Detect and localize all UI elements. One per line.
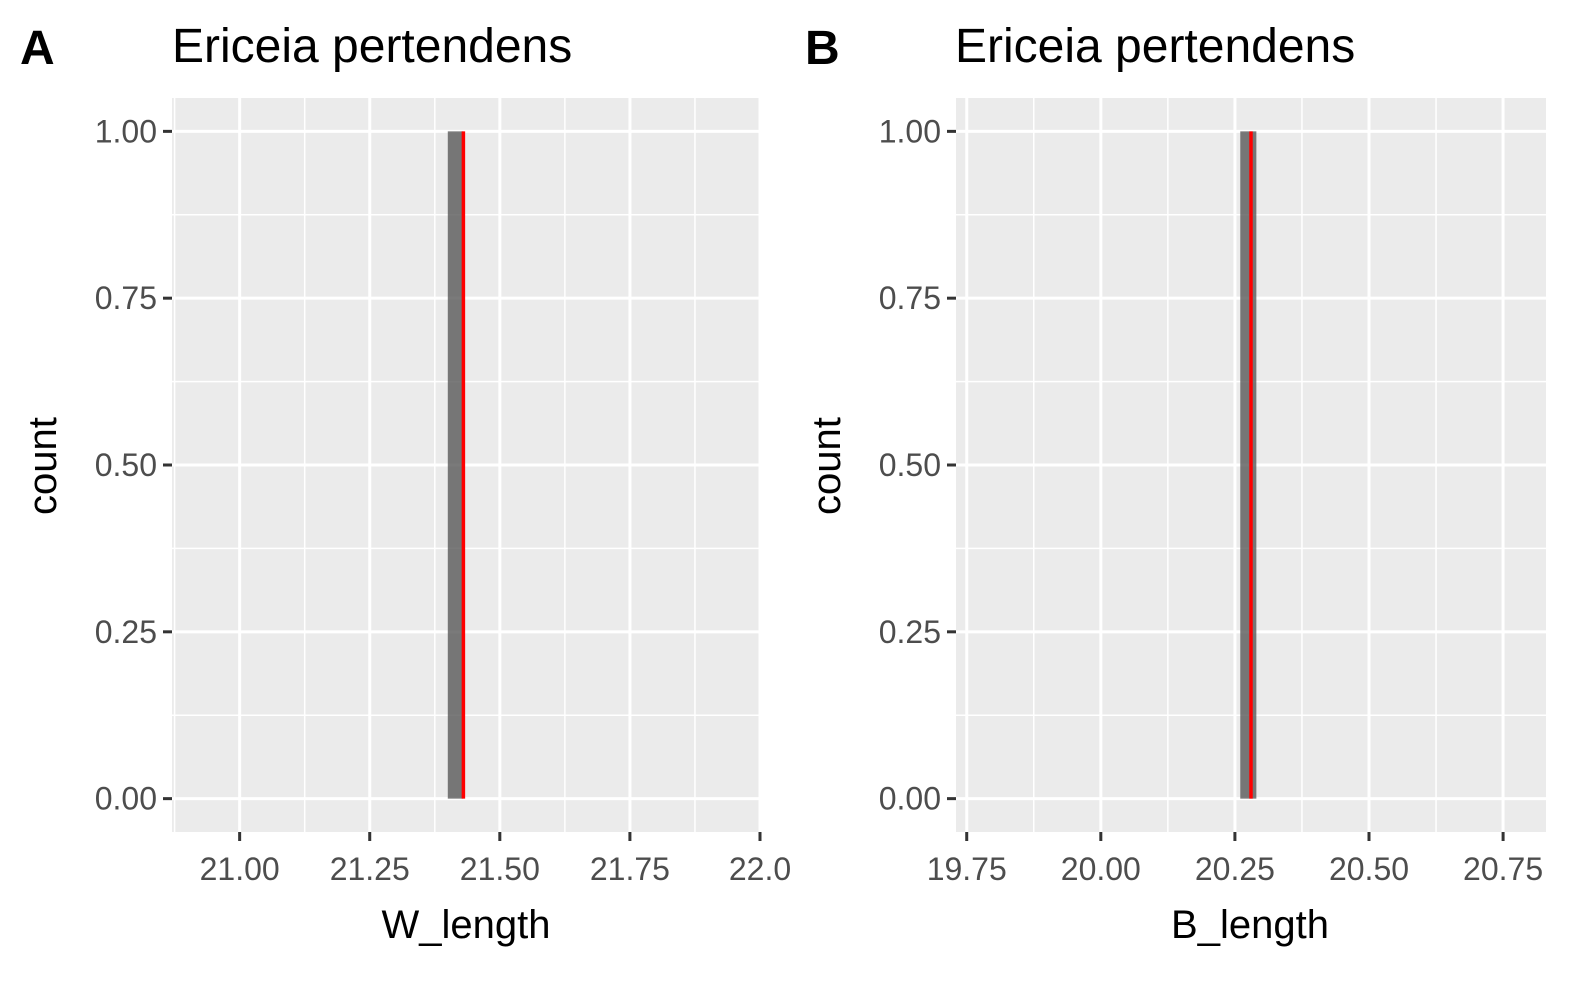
panel-b-x-tick-label: 20.25 — [1195, 851, 1275, 887]
panel-a-title: Ericeia pertendens — [172, 20, 572, 73]
panel-a-y-tick-label: 1.00 — [95, 113, 157, 149]
panel-b-title: Ericeia pertendens — [955, 20, 1355, 73]
panel-b-histogram-bar — [1240, 131, 1257, 799]
panel-b-y-tick-label: 0.75 — [879, 280, 941, 316]
panel-b-y-tick-label: 1.00 — [879, 113, 941, 149]
panel-a-tag: A — [20, 22, 55, 75]
panel-a-y-tick-label: 0.00 — [95, 781, 157, 817]
panel-b-x-tick-label: 20.75 — [1463, 851, 1543, 887]
panel-a-y-axis-title: count — [21, 417, 65, 515]
panel-b-x-tick-label: 19.75 — [927, 851, 1007, 887]
panel-a-x-tick-label: 21.25 — [330, 851, 410, 887]
panel-b-tag: B — [805, 22, 840, 75]
panel-a-y-tick-label: 0.75 — [95, 280, 157, 316]
panel-b-x-axis-title: B_length — [1171, 903, 1329, 947]
panel-a-x-tick-label: 21.50 — [460, 851, 540, 887]
panel-b-plot: 0.00 0.25 0.50 0.75 1.00 19.75 20.00 20.25 20.50… — [879, 98, 1546, 887]
panel-b-y-tick-label: 0.25 — [879, 614, 941, 650]
panel-b-x-tick-label: 20.50 — [1329, 851, 1409, 887]
panel-a-plot: 0.00 0.25 0.50 0.75 1.00 21.00 21.25 21.50 21.75… — [95, 98, 791, 887]
panel-a-x-tick-label: 21.75 — [590, 851, 670, 887]
panel-a-x-tick-label: 21.00 — [200, 851, 280, 887]
panel-b-y-tick-label: 0.50 — [879, 447, 941, 483]
panel-b-x-tick-label: 20.00 — [1061, 851, 1141, 887]
panel-a-y-tick-label: 0.50 — [95, 447, 157, 483]
panel-a-histogram-bar — [447, 131, 464, 799]
panel-b-y-tick-label: 0.00 — [879, 781, 941, 817]
panel-a-x-axis-title: W_length — [382, 903, 551, 947]
panel-b-y-axis-title: count — [805, 417, 849, 515]
panel-a-x-tick-label: 22.0 — [729, 851, 791, 887]
panel-a-y-tick-label: 0.25 — [95, 614, 157, 650]
